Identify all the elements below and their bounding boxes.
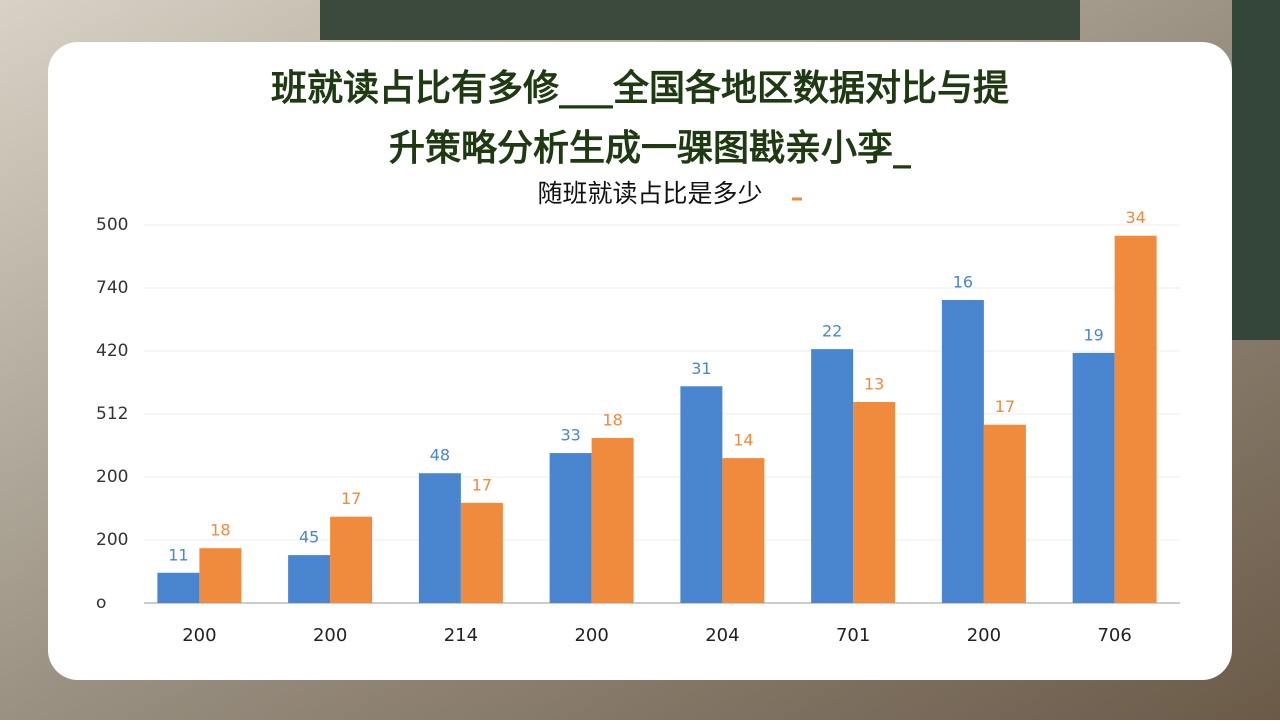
- bar: [722, 458, 765, 603]
- bar: [199, 548, 242, 603]
- y-tick-label: o: [96, 593, 106, 613]
- chart-title: 班就读占比有多修___全国各地区数据对比与提: [271, 67, 1009, 109]
- y-tick-label: 420: [96, 341, 128, 361]
- bar-label: 14: [733, 431, 753, 450]
- y-tick-label: 500: [96, 215, 128, 235]
- bar-label: 17: [995, 397, 1015, 416]
- bar: [811, 349, 854, 603]
- x-tick-label: 200: [182, 625, 216, 646]
- bar: [1072, 352, 1115, 603]
- x-tick-label: 200: [967, 625, 1001, 646]
- bar-label: 31: [691, 359, 711, 378]
- bar: [460, 502, 503, 603]
- bar: [418, 473, 461, 603]
- bar-label: 16: [953, 272, 973, 291]
- bar: [591, 437, 634, 603]
- bar: [853, 402, 896, 603]
- bar-label: 34: [1125, 208, 1145, 227]
- bar-label: 33: [560, 426, 580, 445]
- x-tick-label: 214: [444, 625, 478, 646]
- bar: [549, 453, 592, 603]
- y-tick-label: 200: [96, 467, 128, 487]
- chart-subtitle: 随班就读占比是多少: [537, 179, 762, 208]
- y-tick-label: 200: [96, 530, 128, 550]
- bar: [941, 299, 984, 603]
- bar: [288, 555, 331, 603]
- y-tick-label: 512: [96, 404, 128, 424]
- bar: [680, 386, 723, 603]
- bar-label: 22: [822, 322, 842, 341]
- bar-label: 48: [430, 446, 450, 465]
- blackboard-side: [1232, 0, 1280, 340]
- bar: [1114, 235, 1157, 603]
- x-tick-label: 204: [705, 625, 739, 646]
- y-tick-label: 740: [96, 278, 128, 298]
- bar: [983, 424, 1026, 603]
- bar: [330, 516, 373, 603]
- bar-label: 45: [299, 528, 319, 547]
- x-tick-label: 706: [1097, 625, 1131, 646]
- bar-label: 19: [1083, 325, 1103, 344]
- chart-title: 升策略分析生成一骒图戡亲小孪_: [389, 127, 911, 169]
- bar-label: 17: [341, 489, 361, 508]
- blackboard: [320, 0, 1080, 40]
- bar-label: 17: [472, 475, 492, 494]
- x-tick-label: 200: [574, 625, 608, 646]
- bar-label: 18: [602, 410, 622, 429]
- x-tick-label: 200: [313, 625, 347, 646]
- x-tick-label: 701: [836, 625, 870, 646]
- bar-label: 18: [210, 521, 230, 540]
- bar-label: 13: [864, 375, 884, 394]
- bar: [157, 572, 200, 603]
- bar-label: 11: [168, 545, 188, 564]
